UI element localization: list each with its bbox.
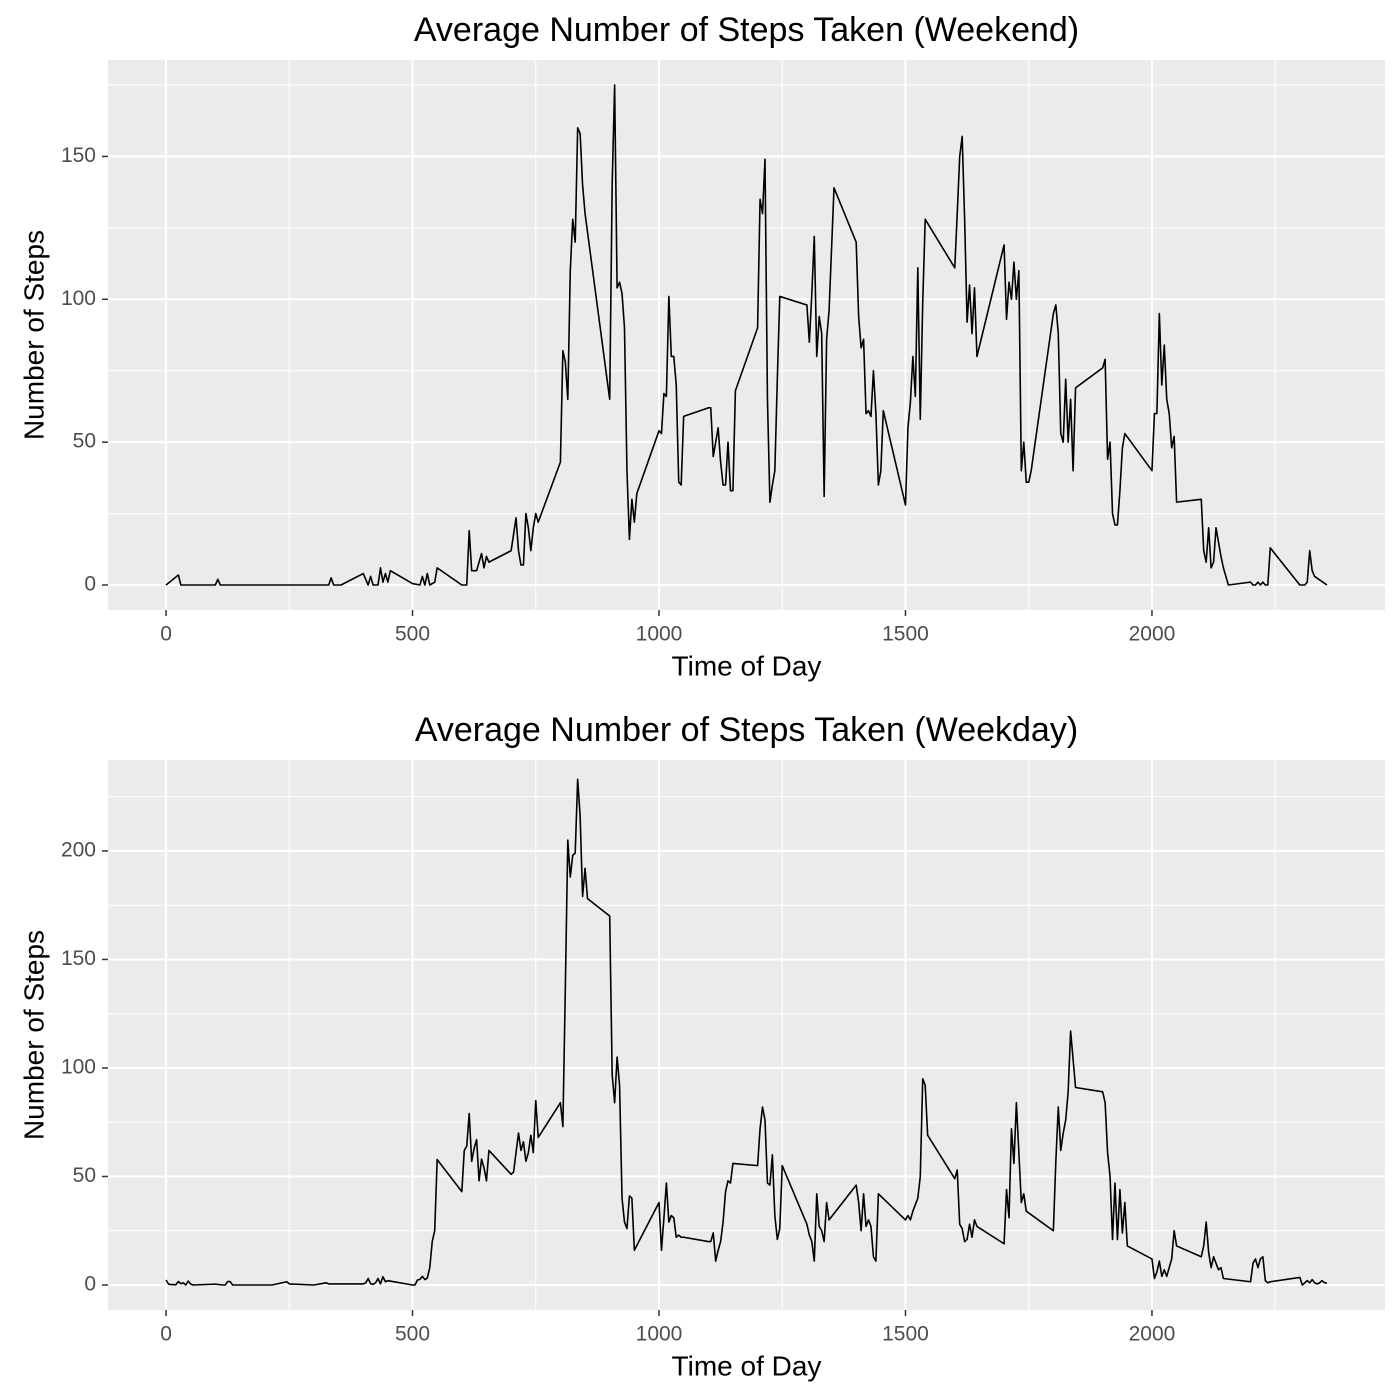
x-tick-label: 1500: [882, 1323, 929, 1346]
y-tick-label: 150: [61, 144, 96, 167]
y-tick-label: 150: [61, 947, 96, 970]
x-tick-label: 2000: [1129, 1323, 1176, 1346]
data-line: [165, 84, 1328, 586]
data-line: [165, 778, 1327, 1286]
x-tick-label: 0: [160, 1323, 172, 1346]
y-tick-label: 100: [61, 1056, 96, 1079]
x-tick-label: 1000: [636, 623, 683, 646]
x-tick-label: 1000: [636, 1323, 683, 1346]
x-tick-label: 1500: [882, 623, 929, 646]
y-tick-label: 0: [84, 1273, 96, 1296]
x-tick-label: 500: [395, 623, 430, 646]
y-tick-label: 50: [73, 430, 96, 453]
plot-background: [108, 760, 1385, 1310]
y-tick-label: 100: [61, 287, 96, 310]
x-axis-label: Time of Day: [672, 1350, 822, 1381]
x-tick-label: 0: [160, 623, 172, 646]
x-axis-label: Time of Day: [672, 650, 822, 681]
y-axis-label: Number of Steps: [18, 230, 49, 440]
x-tick-label: 500: [395, 1323, 430, 1346]
y-axis-label: Number of Steps: [18, 930, 49, 1140]
x-tick-label: 2000: [1129, 623, 1176, 646]
y-tick-label: 0: [84, 573, 96, 596]
panel: Average Number of Steps Taken (Weekend) T…: [18, 11, 1385, 681]
y-tick-label: 200: [61, 838, 96, 861]
panel: Average Number of Steps Taken (Weekday) T…: [18, 711, 1385, 1381]
plot-background: [108, 60, 1385, 610]
y-tick-label: 50: [73, 1164, 96, 1187]
chart-title: Average Number of Steps Taken (Weekday): [415, 711, 1078, 749]
chart-title: Average Number of Steps Taken (Weekend): [414, 11, 1079, 49]
